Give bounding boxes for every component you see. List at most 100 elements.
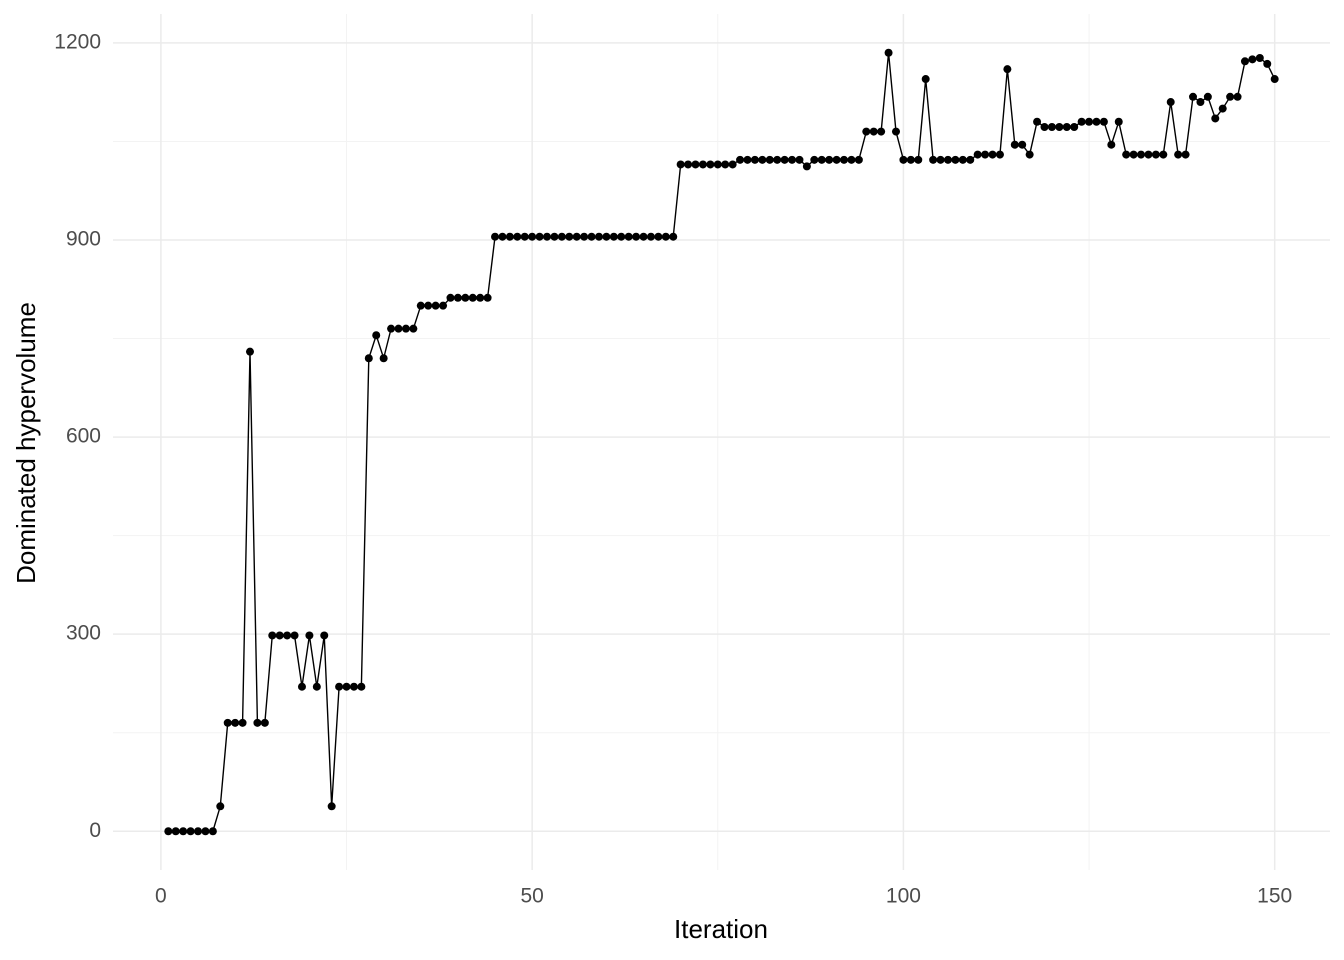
point <box>364 354 373 363</box>
point <box>706 160 715 169</box>
point <box>1181 150 1190 159</box>
point <box>483 293 492 302</box>
point <box>260 718 269 727</box>
point <box>943 155 952 164</box>
point <box>1025 150 1034 159</box>
point <box>580 232 589 241</box>
x-tick-label: 150 <box>1257 885 1292 908</box>
point <box>1233 92 1242 101</box>
point <box>535 232 544 241</box>
point <box>1166 98 1175 107</box>
point <box>1196 98 1205 107</box>
point <box>491 232 500 241</box>
point <box>342 682 351 691</box>
point <box>208 827 217 836</box>
point <box>505 232 514 241</box>
point <box>1255 54 1264 63</box>
point <box>1159 150 1168 159</box>
point <box>951 155 960 164</box>
point <box>439 301 448 310</box>
point <box>632 232 641 241</box>
point <box>958 155 967 164</box>
point <box>1248 55 1257 64</box>
point <box>802 162 811 171</box>
point <box>765 155 774 164</box>
point <box>1070 122 1079 131</box>
point <box>995 150 1004 159</box>
y-tick-label: 900 <box>66 228 101 251</box>
point <box>1018 140 1027 149</box>
point <box>661 232 670 241</box>
point <box>854 155 863 164</box>
point <box>461 293 470 302</box>
point <box>216 802 225 811</box>
point <box>721 160 730 169</box>
line <box>168 52 1276 832</box>
y-tick-label: 300 <box>66 622 101 645</box>
point <box>929 155 938 164</box>
point <box>468 293 477 302</box>
point <box>290 631 299 640</box>
point <box>817 155 826 164</box>
point <box>1144 150 1153 159</box>
x-tick-label: 100 <box>886 885 921 908</box>
point <box>906 155 915 164</box>
point <box>899 155 908 164</box>
point <box>327 802 336 811</box>
point <box>424 301 433 310</box>
point <box>1099 117 1108 126</box>
point <box>1062 122 1071 131</box>
point <box>372 331 381 340</box>
point <box>988 150 997 159</box>
point <box>966 155 975 164</box>
point <box>1077 117 1086 126</box>
point <box>1107 140 1116 149</box>
point <box>557 232 566 241</box>
point <box>379 354 388 363</box>
point <box>1033 117 1042 126</box>
point <box>795 155 804 164</box>
point <box>194 827 203 836</box>
point <box>587 232 596 241</box>
point <box>238 718 247 727</box>
point <box>877 127 886 136</box>
point <box>1211 114 1220 123</box>
point <box>312 682 321 691</box>
point <box>676 160 685 169</box>
y-tick-label: 0 <box>89 819 101 842</box>
point <box>1270 75 1279 84</box>
y-axis-title: Dominated hypervolume <box>11 302 41 584</box>
point <box>387 324 396 333</box>
point <box>780 155 789 164</box>
point <box>1055 122 1064 131</box>
point <box>698 160 707 169</box>
point <box>171 827 180 836</box>
y-tick-label: 1200 <box>54 30 101 53</box>
point <box>1122 150 1131 159</box>
point <box>1226 92 1235 101</box>
point <box>617 232 626 241</box>
point <box>528 232 537 241</box>
point <box>862 127 871 136</box>
point <box>186 827 195 836</box>
point <box>602 232 611 241</box>
point <box>810 155 819 164</box>
point <box>245 347 254 356</box>
point <box>231 718 240 727</box>
point <box>1114 117 1123 126</box>
point <box>1189 92 1198 101</box>
point <box>750 155 759 164</box>
point <box>646 232 655 241</box>
point <box>840 155 849 164</box>
point <box>1047 122 1056 131</box>
point <box>1040 122 1049 131</box>
point <box>164 827 173 836</box>
point <box>394 324 403 333</box>
point <box>572 232 581 241</box>
point <box>758 155 767 164</box>
point <box>609 232 618 241</box>
point <box>1085 117 1094 126</box>
point <box>275 631 284 640</box>
point <box>1003 65 1012 74</box>
point <box>921 75 930 84</box>
